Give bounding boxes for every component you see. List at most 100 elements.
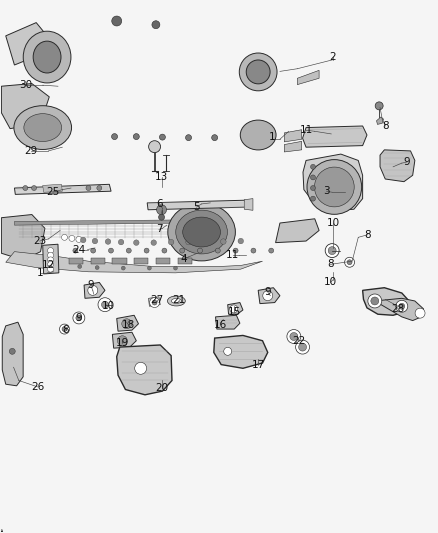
Circle shape — [156, 205, 166, 215]
Circle shape — [328, 247, 336, 255]
Circle shape — [73, 248, 78, 253]
Ellipse shape — [23, 31, 71, 83]
Circle shape — [9, 349, 15, 354]
Text: 10: 10 — [326, 218, 339, 228]
Polygon shape — [69, 258, 83, 264]
Polygon shape — [43, 244, 59, 274]
Text: 9: 9 — [75, 313, 82, 324]
Circle shape — [69, 236, 75, 241]
Ellipse shape — [183, 217, 220, 247]
Ellipse shape — [168, 203, 235, 261]
Ellipse shape — [171, 298, 181, 303]
Text: 10: 10 — [102, 301, 115, 311]
Circle shape — [173, 266, 177, 270]
Circle shape — [230, 305, 238, 313]
Polygon shape — [6, 252, 262, 273]
Circle shape — [215, 248, 220, 253]
Circle shape — [148, 141, 161, 152]
Circle shape — [299, 343, 307, 351]
Polygon shape — [380, 150, 415, 182]
Circle shape — [180, 248, 185, 253]
Circle shape — [134, 240, 139, 245]
Circle shape — [368, 294, 382, 308]
Circle shape — [325, 244, 339, 257]
Text: 23: 23 — [33, 236, 46, 246]
Text: 13: 13 — [155, 172, 168, 182]
Circle shape — [415, 308, 425, 318]
Circle shape — [269, 248, 274, 253]
Circle shape — [311, 185, 315, 190]
Text: 2: 2 — [330, 52, 336, 62]
Circle shape — [126, 248, 131, 253]
Polygon shape — [284, 141, 302, 152]
Polygon shape — [297, 70, 319, 85]
Circle shape — [118, 239, 124, 245]
Circle shape — [203, 239, 209, 244]
Polygon shape — [377, 117, 384, 124]
Ellipse shape — [24, 114, 62, 141]
Polygon shape — [284, 130, 302, 142]
Polygon shape — [147, 200, 246, 210]
Circle shape — [133, 134, 139, 140]
Circle shape — [48, 248, 53, 254]
Polygon shape — [14, 184, 111, 195]
Circle shape — [78, 264, 82, 269]
Circle shape — [81, 237, 86, 243]
Circle shape — [375, 102, 383, 110]
Circle shape — [48, 252, 53, 258]
Text: 11: 11 — [226, 250, 240, 260]
Circle shape — [159, 134, 166, 140]
Circle shape — [371, 297, 379, 305]
Text: 20: 20 — [155, 383, 168, 393]
Polygon shape — [303, 126, 367, 147]
Circle shape — [186, 239, 191, 245]
Ellipse shape — [176, 210, 227, 254]
Circle shape — [147, 266, 152, 270]
Polygon shape — [303, 154, 363, 211]
Text: 24: 24 — [72, 245, 85, 255]
Ellipse shape — [239, 53, 277, 91]
Polygon shape — [156, 258, 170, 264]
Polygon shape — [214, 335, 268, 368]
Text: 7: 7 — [155, 224, 162, 235]
Circle shape — [152, 300, 157, 305]
Text: 15: 15 — [228, 306, 241, 317]
Ellipse shape — [314, 167, 354, 207]
Polygon shape — [258, 288, 280, 304]
Circle shape — [48, 262, 53, 268]
Circle shape — [296, 340, 310, 354]
Text: 8: 8 — [327, 260, 334, 269]
Text: 5: 5 — [193, 202, 200, 212]
Text: 27: 27 — [151, 295, 164, 305]
Circle shape — [212, 135, 218, 141]
Ellipse shape — [33, 41, 61, 73]
Circle shape — [76, 237, 82, 243]
Circle shape — [92, 238, 98, 244]
Circle shape — [224, 348, 232, 356]
Polygon shape — [215, 316, 240, 329]
Circle shape — [168, 239, 174, 245]
Circle shape — [122, 319, 132, 329]
Circle shape — [221, 239, 226, 244]
Ellipse shape — [240, 120, 276, 150]
Circle shape — [287, 329, 301, 343]
Text: 8: 8 — [63, 325, 69, 335]
Polygon shape — [2, 322, 23, 386]
Circle shape — [152, 21, 160, 29]
Text: 22: 22 — [292, 336, 305, 346]
Text: 3: 3 — [323, 186, 330, 196]
Text: 1: 1 — [36, 268, 43, 278]
Circle shape — [144, 248, 149, 253]
Circle shape — [88, 285, 98, 295]
Text: 26: 26 — [31, 382, 44, 392]
Text: 9: 9 — [265, 287, 271, 297]
Circle shape — [198, 248, 202, 253]
Text: 30: 30 — [19, 80, 32, 90]
Polygon shape — [91, 258, 105, 264]
Circle shape — [102, 301, 109, 308]
Text: 29: 29 — [25, 146, 38, 156]
Text: 8: 8 — [364, 230, 371, 240]
Circle shape — [95, 265, 99, 270]
Polygon shape — [113, 258, 127, 264]
Polygon shape — [1, 215, 45, 260]
